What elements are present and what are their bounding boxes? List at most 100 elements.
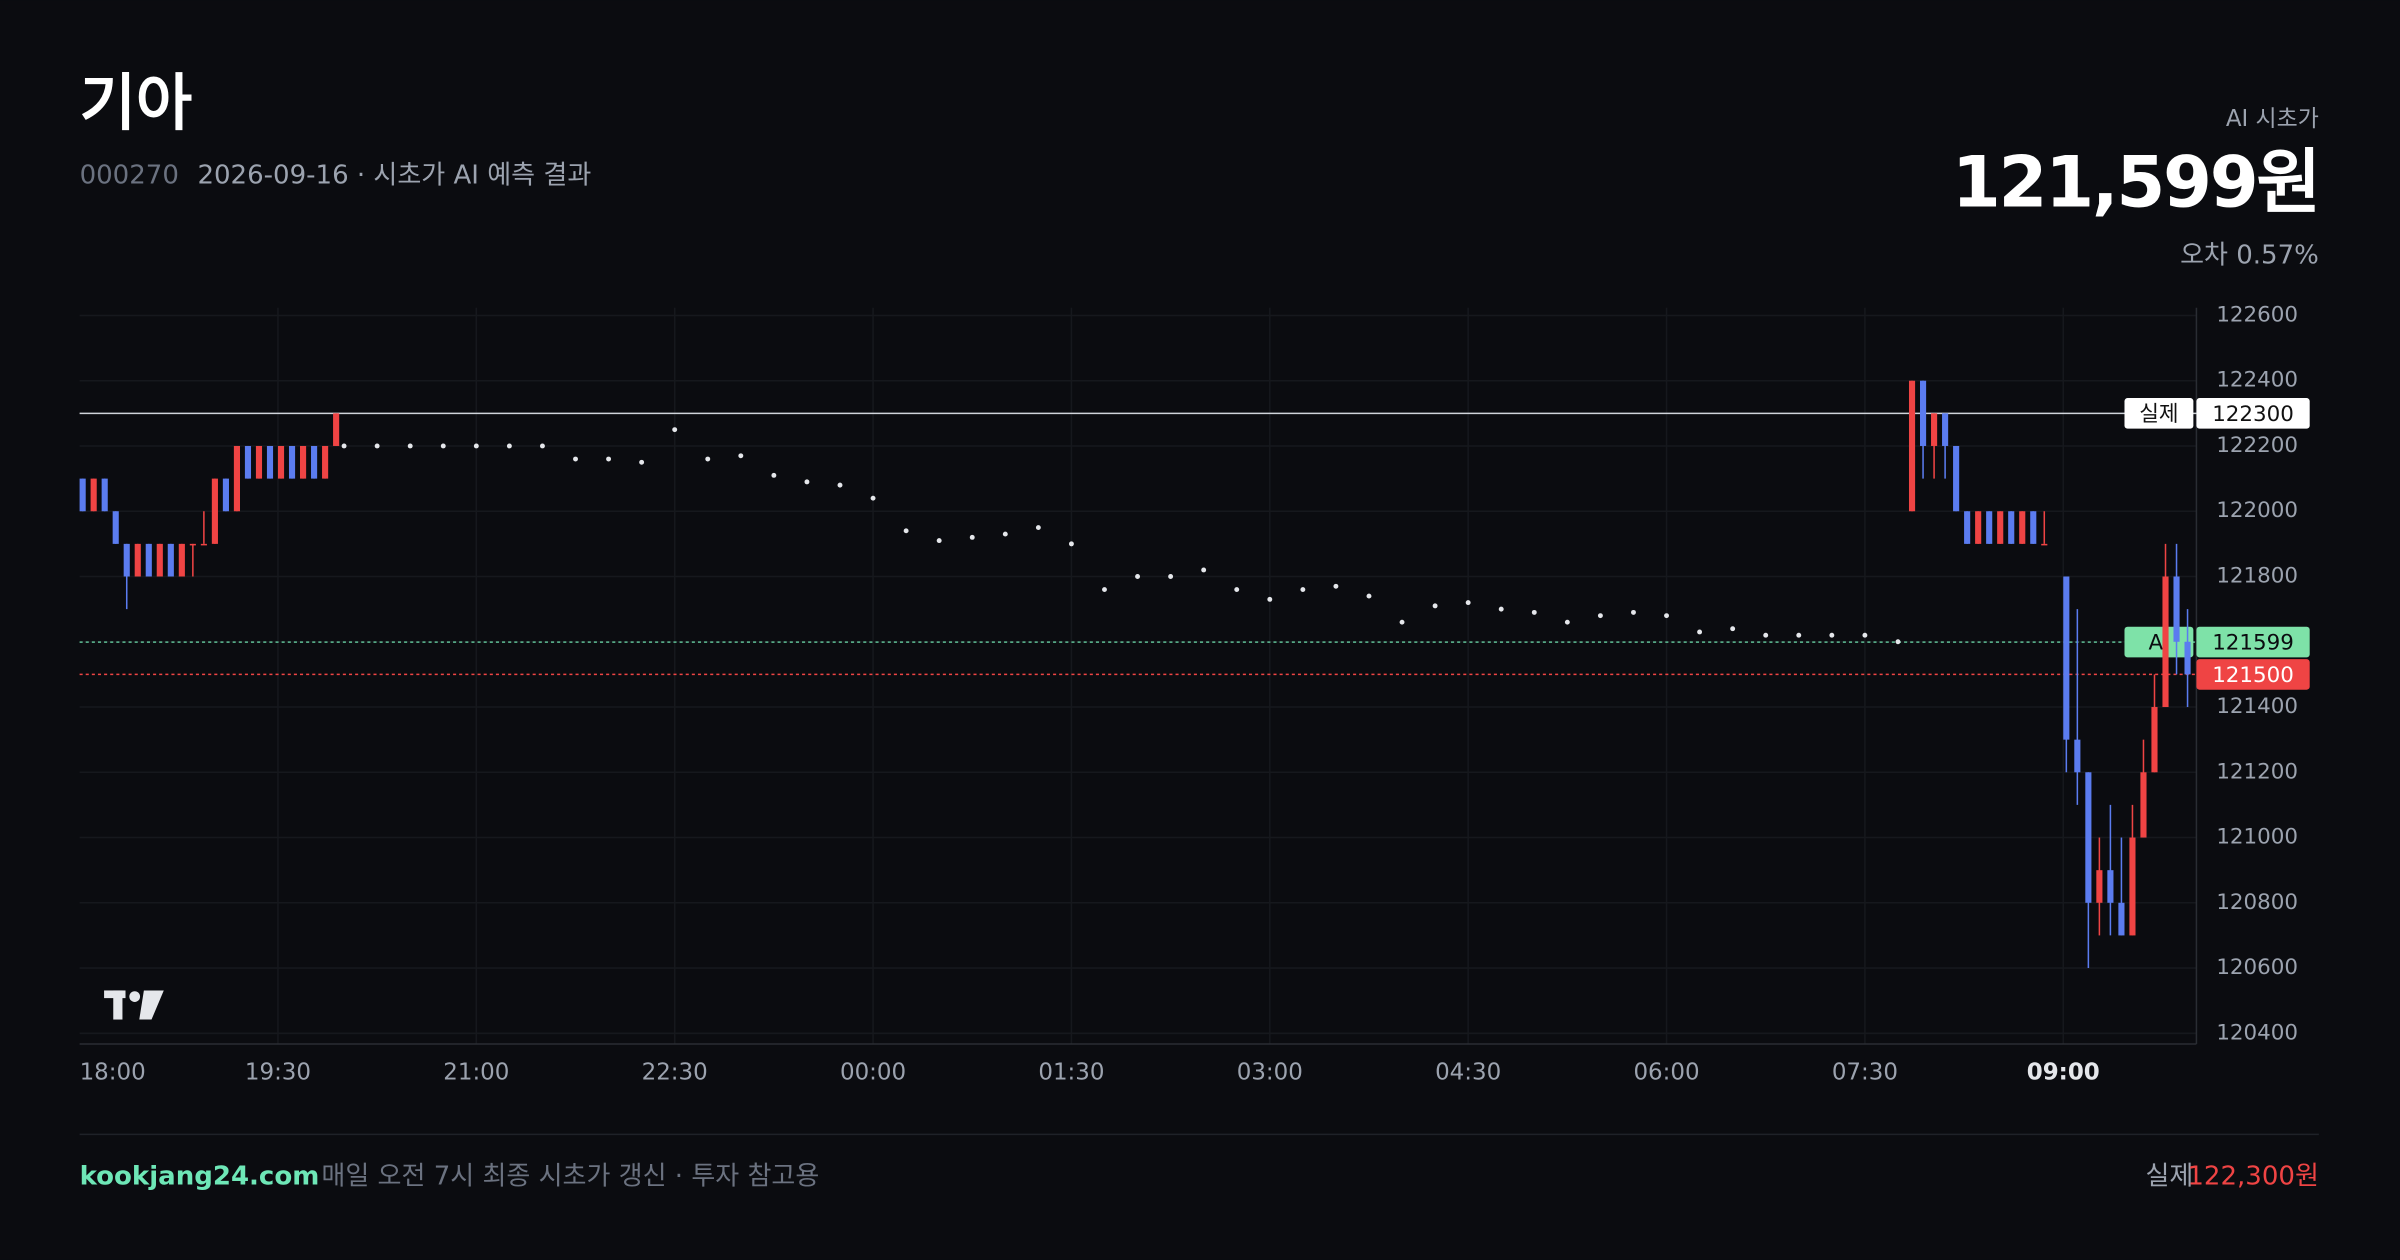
- ai-point: [1531, 609, 1537, 615]
- candle-body: [266, 445, 274, 479]
- ai-point: [440, 443, 446, 449]
- site: kookjang24.com: [80, 1162, 320, 1192]
- candle-body: [288, 445, 296, 479]
- ai-point: [473, 443, 479, 449]
- ai-point: [639, 459, 645, 465]
- candle-body: [178, 543, 185, 577]
- ai-point: [407, 443, 413, 449]
- candle-body: [90, 478, 97, 512]
- ai-point: [341, 443, 347, 449]
- price-tag: [2196, 626, 2310, 658]
- ai-point: [1829, 632, 1835, 638]
- candle-body: [1920, 380, 1927, 446]
- ai-point: [870, 495, 876, 501]
- candle-body: [1942, 413, 1949, 446]
- ai-point: [606, 456, 612, 462]
- candle-body: [2184, 641, 2191, 675]
- ai-point: [672, 427, 678, 433]
- ai-point: [1730, 626, 1736, 632]
- ai-point: [705, 456, 711, 462]
- ai-point: [969, 534, 975, 540]
- ai-point: [1862, 632, 1868, 638]
- candle-body: [333, 413, 340, 446]
- footer-note: 매일 오전 7시 최종 시초가 갱신 · 투자 참고용: [321, 1162, 819, 1192]
- ai-point: [1168, 574, 1174, 579]
- x-tick-label: 06:00: [1633, 1060, 1699, 1086]
- line-tag-label: 실제: [2139, 402, 2178, 427]
- ai-point: [1002, 531, 1008, 537]
- y-tick-label: 120800: [2216, 890, 2298, 915]
- candle-body: [134, 543, 141, 577]
- subtitle: 2026-09-16 · 시초가 AI 예측 결과: [197, 161, 591, 191]
- x-tick-label: 21:00: [443, 1060, 509, 1086]
- ai-point: [1796, 632, 1802, 638]
- price-tag: [2196, 659, 2310, 690]
- ai-point: [936, 538, 942, 544]
- candle-body: [189, 543, 196, 546]
- x-tick-label: 01:30: [1038, 1060, 1104, 1086]
- ai-point: [1201, 567, 1207, 573]
- candle-body: [300, 445, 307, 479]
- ai-point: [1234, 587, 1240, 592]
- ai-point: [1564, 619, 1570, 625]
- ai-point: [1597, 613, 1603, 619]
- line-tag: [2124, 398, 2194, 429]
- ai-point: [1102, 587, 1107, 592]
- ai-point: [506, 443, 512, 449]
- candle-body: [2019, 511, 2026, 544]
- x-tick-label: 19:30: [245, 1060, 311, 1086]
- candle-body: [1953, 445, 1960, 512]
- y-tick-label: 120400: [2216, 1020, 2298, 1045]
- price-tag-label: 121599: [2212, 631, 2294, 656]
- ai-point: [837, 482, 843, 488]
- y-tick-label: 122600: [2216, 302, 2298, 327]
- y-tick-label: 122200: [2216, 433, 2298, 458]
- x-tick-label: 03:00: [1237, 1060, 1303, 1086]
- x-tick-label: 22:30: [642, 1060, 708, 1086]
- ai-point: [804, 479, 810, 485]
- candle-body: [79, 478, 86, 512]
- candle-body: [145, 543, 152, 577]
- x-tick-label: 04:30: [1435, 1060, 1501, 1086]
- candle-body: [156, 543, 163, 577]
- tradingview-logo: [104, 990, 164, 1020]
- y-tick-label: 122400: [2216, 368, 2298, 393]
- ai-point: [1664, 613, 1669, 619]
- candle-body: [322, 445, 329, 479]
- price-tag-label: 122300: [2212, 402, 2294, 427]
- candle-body: [1931, 413, 1938, 446]
- ai-point: [1432, 603, 1438, 609]
- prediction: 121,599원: [1952, 141, 2319, 223]
- ai-point: [1366, 593, 1372, 599]
- ai-point: [540, 443, 545, 449]
- title: 기아: [80, 68, 193, 139]
- y-tick-label: 121400: [2216, 694, 2298, 719]
- candle-body: [211, 478, 218, 544]
- ai-point: [1267, 596, 1273, 602]
- y-tick-label: 122000: [2216, 498, 2298, 523]
- candle-body: [123, 543, 130, 577]
- candle-body: [1986, 511, 1993, 544]
- ai-point: [738, 453, 744, 459]
- code: 000270: [80, 161, 179, 191]
- actual-label: 실제: [2145, 1162, 2193, 1192]
- candle-body: [167, 543, 174, 577]
- candle-body: [2118, 902, 2125, 936]
- ai-point: [1895, 639, 1901, 645]
- ai-point: [1697, 629, 1703, 635]
- ai-point: [573, 456, 578, 462]
- candle-body: [2085, 772, 2092, 903]
- candle-body: [2107, 870, 2114, 903]
- ai-point: [1035, 525, 1041, 531]
- actual: 122,300원: [2187, 1162, 2319, 1192]
- ai-point: [903, 528, 909, 534]
- candle-body: [2140, 772, 2147, 838]
- candle-body: [2162, 576, 2169, 708]
- x-tick-label: 07:30: [1832, 1060, 1898, 1086]
- ai-point: [771, 472, 777, 478]
- candle-body: [2129, 837, 2136, 936]
- y-tick-label: 121200: [2216, 759, 2298, 784]
